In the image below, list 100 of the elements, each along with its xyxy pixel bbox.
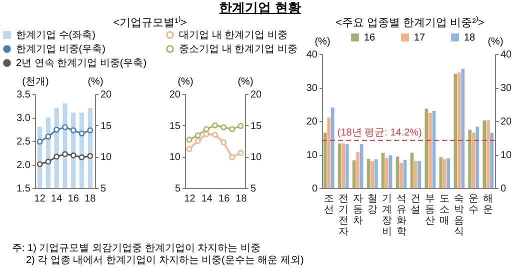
point bbox=[186, 146, 192, 152]
point bbox=[62, 124, 68, 130]
bar bbox=[352, 160, 356, 188]
y-tick-label: 30 bbox=[306, 83, 318, 94]
y-tick-label: 5 bbox=[174, 184, 181, 194]
y2-tick-label: 20 bbox=[100, 90, 112, 100]
bar bbox=[439, 157, 443, 188]
point bbox=[238, 122, 244, 129]
point bbox=[54, 154, 60, 160]
point bbox=[203, 126, 210, 132]
x-tick-label: 석유화학 bbox=[396, 194, 406, 238]
point bbox=[194, 138, 201, 144]
x-tick-label: 18 bbox=[236, 194, 248, 204]
y2-tick-label: 10 bbox=[250, 152, 262, 164]
legend-label: 중소기업 내 한계기업 비중 bbox=[179, 44, 298, 55]
y-axis-title: (%) bbox=[178, 76, 194, 88]
x-tick-label: 16 bbox=[218, 194, 230, 204]
bar bbox=[468, 130, 472, 188]
y-tick-label: 1.5 bbox=[16, 184, 31, 194]
y-tick-label: 0 bbox=[312, 184, 318, 194]
point bbox=[45, 158, 52, 165]
y-tick-label: 20 bbox=[169, 90, 181, 100]
x-tick-label: 12 bbox=[34, 194, 46, 204]
x-tick-label: 16 bbox=[68, 194, 80, 204]
point bbox=[229, 154, 236, 160]
point bbox=[70, 152, 76, 158]
legend-label: 한계기업 수(좌축) bbox=[16, 30, 96, 41]
bar bbox=[327, 118, 331, 188]
bar bbox=[454, 74, 458, 188]
x-tick-label: 부동산 bbox=[425, 194, 436, 226]
bar bbox=[330, 108, 334, 188]
y2-tick-label: 20 bbox=[500, 116, 512, 128]
y2-tick-label: 15 bbox=[250, 120, 262, 132]
point bbox=[62, 151, 68, 158]
bar bbox=[356, 152, 360, 188]
point bbox=[229, 126, 236, 132]
y2-axis-title: (%) bbox=[88, 76, 104, 88]
x-tick-label: 숙박음식 bbox=[454, 194, 464, 238]
y-tick-label: 20 bbox=[306, 116, 318, 128]
bar bbox=[418, 161, 422, 188]
point bbox=[78, 154, 85, 160]
bar bbox=[374, 159, 378, 188]
bar bbox=[360, 144, 364, 188]
x-tick-label: 18 bbox=[84, 194, 96, 204]
bar bbox=[414, 160, 418, 188]
legend-label: 18 bbox=[464, 32, 476, 44]
bar bbox=[476, 126, 480, 188]
point bbox=[220, 124, 227, 130]
bar bbox=[443, 159, 446, 188]
x-tick-label: 해운 bbox=[483, 194, 494, 216]
y-tick-label: 3.5 bbox=[16, 90, 31, 100]
bar bbox=[323, 132, 327, 188]
point bbox=[45, 134, 52, 140]
legend-label: 대기업 내 한계기업 비중 bbox=[179, 30, 288, 41]
y-tick-label: 40 bbox=[306, 50, 318, 60]
text: 2) 각 업종 내에서 한계기업이 차지하는 비중(운수는 해운 제외) bbox=[25, 255, 304, 267]
bar bbox=[486, 120, 490, 188]
x-tick-label: 14 bbox=[201, 194, 213, 204]
bar bbox=[446, 158, 450, 188]
bar bbox=[345, 144, 349, 188]
ref-line-label: (18년 평균: 14.2%) bbox=[337, 127, 422, 138]
bar bbox=[490, 132, 494, 188]
x-tick-label: 기계장비 bbox=[382, 194, 392, 238]
bar bbox=[385, 158, 388, 188]
x-tick-label: 운수 bbox=[468, 194, 479, 216]
bar bbox=[482, 120, 486, 188]
x-tick-label: 12 bbox=[184, 194, 196, 204]
point bbox=[87, 127, 94, 134]
text: 한계기업 현황 bbox=[218, 0, 302, 16]
point bbox=[54, 126, 60, 133]
point bbox=[203, 131, 210, 138]
point bbox=[186, 136, 192, 143]
text: <기업규모별¹⁾> bbox=[113, 16, 187, 30]
point bbox=[212, 122, 218, 128]
bar bbox=[461, 68, 465, 188]
y-tick-label: 15 bbox=[169, 120, 181, 132]
y-axis-title: (%) bbox=[314, 36, 330, 48]
legend-label: 16 bbox=[364, 32, 376, 44]
y2-tick-label: 5 bbox=[100, 184, 106, 194]
point bbox=[238, 150, 244, 156]
y2-axis-title: (%) bbox=[488, 36, 504, 48]
y-tick-label: 3.0 bbox=[16, 113, 31, 124]
y2-tick-label: 30 bbox=[500, 83, 512, 94]
point bbox=[87, 153, 94, 160]
x-tick-label: 자동차 bbox=[352, 194, 363, 226]
point bbox=[220, 139, 227, 146]
chart-title: <주요 업종별 한계기업 비중²⁾> bbox=[336, 16, 484, 30]
point bbox=[70, 127, 76, 134]
y-tick-label: 10 bbox=[169, 152, 181, 164]
x-tick-label: 건설 bbox=[410, 194, 421, 216]
y-axis-title: (천개) bbox=[22, 76, 49, 88]
y-tick-label: 2.0 bbox=[16, 160, 31, 171]
x-tick-label: 철강 bbox=[367, 194, 378, 216]
legend-label: 한계기업 비중(우축) bbox=[16, 44, 106, 55]
point bbox=[194, 132, 201, 138]
y2-axis-title: (%) bbox=[238, 76, 254, 88]
x-tick-label: 조선 bbox=[324, 194, 334, 216]
y-tick-label: 10 bbox=[306, 150, 318, 161]
y2-tick-label: 10 bbox=[100, 152, 112, 164]
legend-label: 17 bbox=[414, 32, 426, 44]
